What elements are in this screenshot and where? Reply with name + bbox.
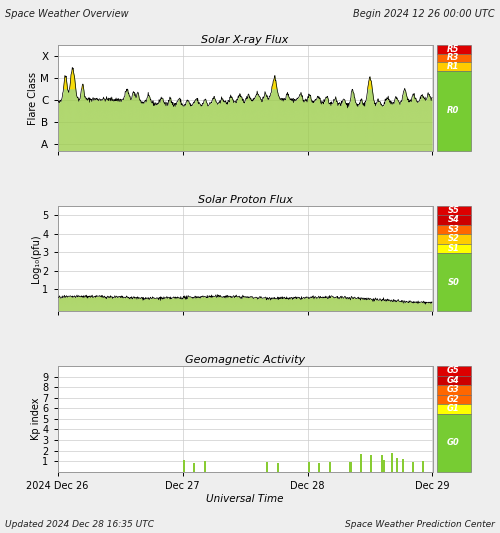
Text: Space Weather Overview: Space Weather Overview: [5, 9, 128, 19]
Title: Solar X-ray Flux: Solar X-ray Flux: [202, 35, 288, 45]
Bar: [276, 463, 278, 472]
Bar: [266, 462, 268, 472]
Bar: [318, 463, 320, 472]
Bar: [380, 455, 383, 472]
Bar: [193, 463, 196, 472]
Text: Begin 2024 12 26 00:00 UTC: Begin 2024 12 26 00:00 UTC: [354, 9, 495, 19]
Bar: [391, 454, 393, 472]
Bar: [183, 461, 185, 472]
Text: R1: R1: [448, 62, 460, 71]
Bar: [328, 462, 330, 472]
Text: Space Weather Prediction Center: Space Weather Prediction Center: [345, 520, 495, 529]
Text: G2: G2: [447, 395, 460, 404]
Text: G4: G4: [447, 376, 460, 385]
Text: S2: S2: [448, 235, 460, 244]
Y-axis label: Log₁₀(pfu): Log₁₀(pfu): [31, 234, 41, 283]
Bar: [360, 454, 362, 472]
Bar: [412, 462, 414, 472]
Bar: [384, 461, 386, 472]
Bar: [370, 455, 372, 472]
Bar: [396, 458, 398, 472]
Text: S3: S3: [448, 225, 460, 234]
Text: S5: S5: [448, 206, 460, 215]
Text: Updated 2024 Dec 28 16:35 UTC: Updated 2024 Dec 28 16:35 UTC: [5, 520, 154, 529]
Text: S1: S1: [448, 244, 460, 253]
Text: R0: R0: [448, 106, 460, 115]
Text: G1: G1: [447, 405, 460, 414]
Bar: [350, 462, 352, 472]
Text: S4: S4: [448, 215, 460, 224]
Bar: [422, 461, 424, 472]
Text: G5: G5: [447, 366, 460, 375]
Text: G0: G0: [447, 438, 460, 447]
Title: Geomagnetic Activity: Geomagnetic Activity: [185, 356, 305, 366]
Bar: [308, 463, 310, 472]
Text: S0: S0: [448, 278, 460, 287]
Text: R5: R5: [448, 45, 460, 54]
Text: G3: G3: [447, 385, 460, 394]
X-axis label: Universal Time: Universal Time: [206, 494, 284, 504]
Y-axis label: Flare Class: Flare Class: [28, 71, 38, 125]
Bar: [402, 458, 404, 472]
Bar: [204, 461, 206, 472]
Title: Solar Proton Flux: Solar Proton Flux: [198, 195, 292, 205]
Text: R3: R3: [448, 53, 460, 62]
Y-axis label: Kp index: Kp index: [31, 398, 41, 440]
